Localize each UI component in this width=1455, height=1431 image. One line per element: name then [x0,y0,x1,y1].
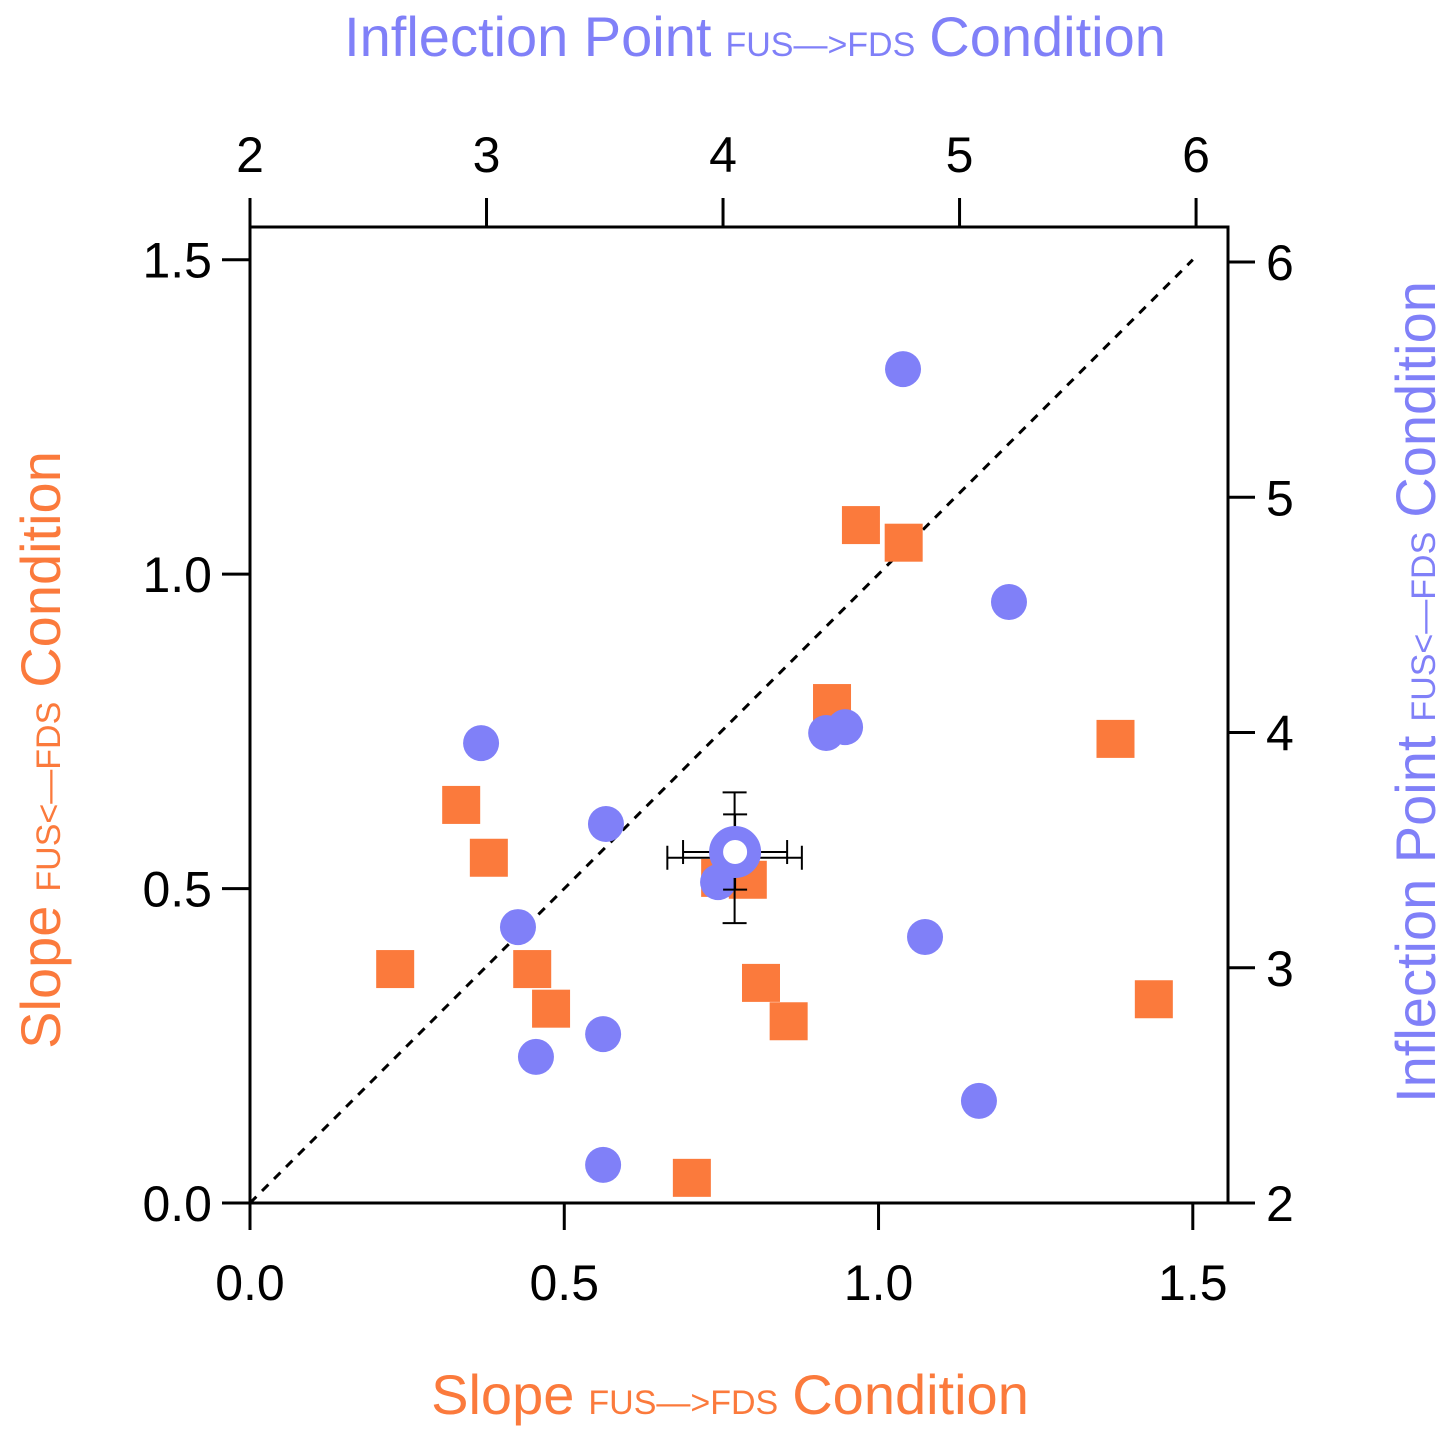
y2-tick-label: 3 [1266,941,1294,997]
circle-point [499,909,536,946]
circle-point [587,806,624,843]
square-point [672,1158,711,1197]
y-tick-label: 0.0 [142,1176,212,1232]
x-axis-label-part: Slope [431,1363,574,1426]
identity-line [248,258,1194,1205]
x2-tick-label: 3 [473,127,501,183]
x2-tick-label: 5 [946,127,974,183]
circle-point [907,918,944,955]
x-tick-label: 0.5 [530,1255,600,1311]
x2-axis-label-part: Condition [929,5,1166,68]
circle-point [585,1146,622,1183]
square-point [1096,719,1135,758]
y-tick-label: 1.5 [142,233,212,289]
square-point [532,989,571,1028]
square-point [376,950,415,989]
circle-point [990,583,1027,620]
x2-tick-label: 6 [1182,127,1210,183]
y2-tick-label: 5 [1266,470,1294,526]
y-axis-label-part: Slope [9,906,72,1049]
x2-axis-label-part: FUS—>FDS [725,26,915,64]
y-tick-label: 1.0 [142,547,212,603]
x-tick-label: 0.0 [215,1255,285,1311]
y-tick-label: 0.5 [142,862,212,918]
y2-axis-label-part: Inflection Point [1384,735,1447,1103]
x-tick-label: 1.5 [1158,1255,1228,1311]
circle-point [885,351,922,388]
plot-frame [248,225,1230,1205]
x-axis-label-part: Condition [792,1363,1029,1426]
circle-point [517,1038,554,1075]
square-point [841,506,880,545]
square-point [469,838,508,877]
x2-tick-label: 4 [709,127,737,183]
square-point [741,963,780,1002]
x2-tick-label: 2 [236,127,264,183]
square-point [884,523,923,562]
circle-point [808,714,845,751]
y2-axis-label-part: Condition [1384,281,1447,518]
square-point [442,785,481,824]
y2-axis-label: Inflection Point FUS<—FDS Condition [1384,281,1447,1103]
square-point [513,950,552,989]
x-axis-label: Slope FUS—>FDS Condition [431,1363,1029,1426]
circle-point [960,1082,997,1119]
y2-tick-label: 6 [1266,235,1294,291]
x2-axis-label: Inflection Point FUS—>FDS Condition [344,5,1166,68]
x-tick-label: 1.0 [844,1255,914,1311]
square-point [1134,980,1173,1019]
y-axis-label-part: FUS<—FDS [30,702,68,892]
y-axis-label-part: Condition [9,451,72,688]
y2-axis-label-part: FUS<—FDS [1405,532,1443,722]
y-axis-label: Slope FUS<—FDS Condition [9,451,72,1049]
circle-point [585,1016,622,1053]
y2-tick-label: 4 [1266,706,1294,762]
x2-axis-label-part: Inflection Point [344,5,712,68]
mean-marker [709,826,762,879]
square-point [769,1002,808,1041]
circle-point [463,725,500,762]
x-axis-label-part: FUS—>FDS [588,1384,778,1422]
y2-tick-label: 2 [1266,1176,1294,1232]
